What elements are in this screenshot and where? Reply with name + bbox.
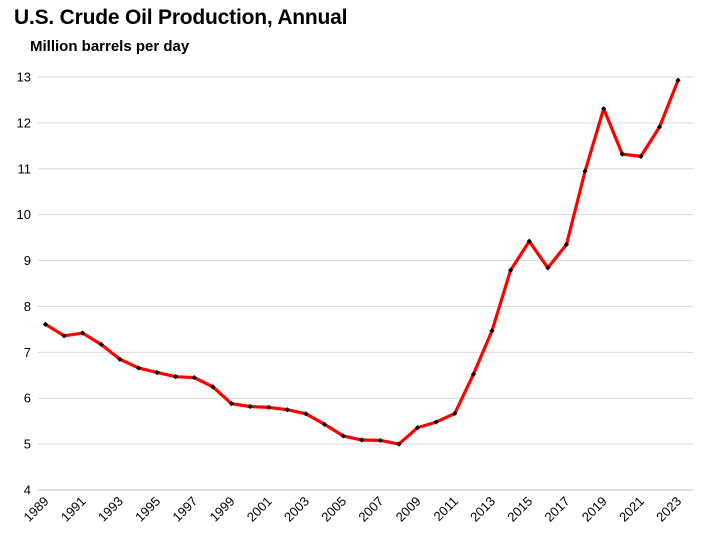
data-point [508,267,514,273]
data-point [303,411,309,417]
data-point [284,407,290,413]
data-point [582,168,588,174]
data-point [247,403,253,410]
x-tick-label: 1989 [21,494,52,525]
data-point [228,401,235,407]
data-point [489,328,495,334]
y-axis-ticks: 4 5 6 7 8 9 10 11 12 13 [17,70,31,498]
data-point [191,374,197,381]
y-tick-label: 11 [18,161,32,176]
data-point [340,433,346,439]
x-tick-label: 2019 [579,494,610,525]
x-tick-label: 1993 [95,494,126,525]
y-tick-label: 9 [24,253,31,268]
series-line [43,78,680,446]
x-tick-label: 1997 [169,494,200,525]
x-tick-label: 2017 [542,494,573,525]
data-point [638,153,644,159]
y-tick-label: 4 [24,483,31,498]
data-point [42,321,49,327]
data-point [396,441,402,447]
data-point [154,369,160,376]
x-tick-label: 2011 [431,494,461,524]
data-point [415,424,421,431]
data-point [321,421,328,427]
series-points [42,77,681,447]
series-lines [43,78,680,446]
y-tick-label: 5 [24,437,31,452]
x-tick-label: 1995 [132,494,163,525]
x-tick-label: 1991 [58,494,89,525]
x-tick-label: 2023 [653,494,684,525]
data-point [80,330,86,336]
data-point [563,241,570,248]
data-point [61,333,67,339]
x-axis-ticks: 1989 1991 1993 1995 1997 1999 2001 2003 2005 2007… [21,494,685,525]
x-tick-label: 2015 [504,494,535,525]
y-tick-label: 8 [24,299,31,314]
data-point [433,419,439,425]
data-point [135,365,142,371]
data-point [675,77,681,83]
x-tick-label: 2005 [318,494,349,525]
x-tick-label: 2013 [467,494,498,525]
y-tick-label: 6 [24,391,31,406]
data-point [452,410,458,416]
chart-title: U.S. Crude Oil Production, Annual [14,6,348,29]
data-point [656,124,663,130]
chart-subtitle: Million barrels per day [30,38,190,55]
x-tick-label: 2021 [616,494,647,525]
data-point [470,371,477,377]
data-point [266,404,272,410]
data-point [210,384,216,390]
y-tick-label: 10 [17,207,31,222]
y-tick-label: 7 [24,345,31,360]
x-tick-label: 2009 [393,494,424,525]
data-point [359,437,365,443]
data-point [173,374,179,380]
data-point [601,106,607,112]
data-point [526,238,532,244]
data-point [545,265,551,271]
data-point [377,437,383,444]
data-point [619,151,625,157]
x-tick-label: 2007 [355,494,386,525]
x-tick-label: 2003 [281,494,312,525]
gridlines [38,76,693,491]
x-tick-label: 2001 [244,494,275,525]
x-tick-label: 1999 [207,494,238,525]
y-tick-label: 12 [17,115,31,130]
data-point [98,341,104,348]
data-point [117,356,123,362]
y-tick-label: 13 [17,70,31,85]
